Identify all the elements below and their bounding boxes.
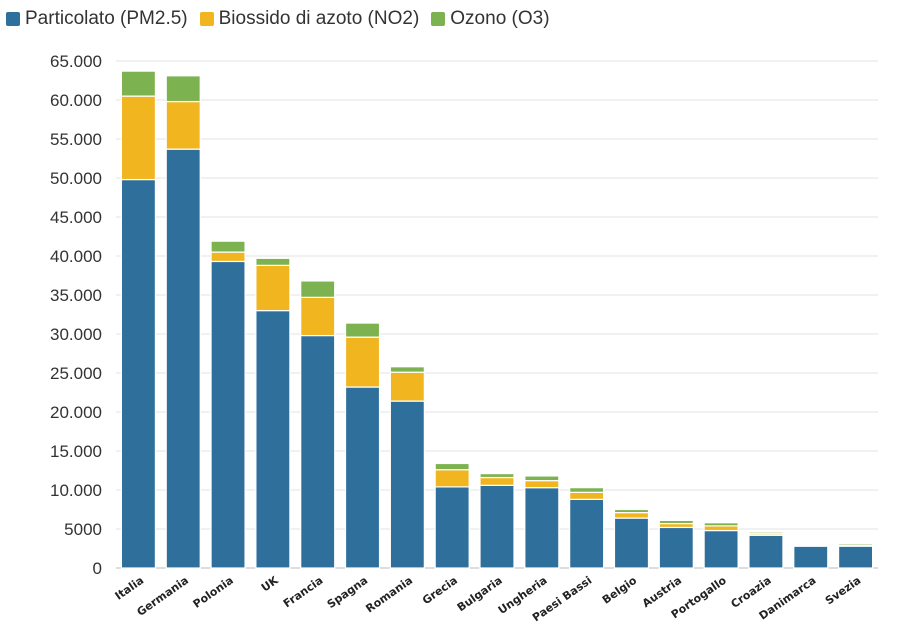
bar-segment (837, 545, 874, 569)
bar-segment (389, 366, 425, 373)
legend-swatch (199, 12, 214, 26)
bar-segment (165, 148, 201, 569)
bar-segment (524, 487, 560, 569)
bar-segment (120, 95, 157, 181)
bar-segment (434, 469, 470, 488)
bar-segment (748, 531, 784, 535)
y-tick-label: 15.000 (50, 442, 102, 461)
x-tick-label: Romania (363, 574, 415, 616)
y-tick-label: 5000 (64, 520, 102, 539)
y-tick-label: 55.000 (50, 130, 102, 149)
legend-label: Ozono (O3) (450, 8, 550, 29)
x-tick-label: Polonia (191, 574, 236, 611)
bar-segment (479, 473, 515, 479)
bar-segment (255, 310, 291, 569)
bar-segment (300, 296, 336, 337)
legend-item: Particolato (PM2.5) (6, 8, 188, 30)
bar-segment (793, 545, 829, 569)
y-tick-label: 10.000 (50, 481, 102, 500)
legend-item: Ozono (O3) (431, 8, 550, 30)
x-tick-label: Italia (113, 574, 146, 603)
x-tick-label: Belgio (600, 574, 640, 607)
x-tick-label: UK (259, 574, 281, 595)
bar-segment (569, 487, 605, 493)
bar-segment (210, 260, 246, 569)
bar-segment (120, 178, 157, 569)
x-tick-label: Grecia (420, 574, 460, 607)
y-tick-label: 20.000 (50, 403, 102, 422)
bar-segment (389, 371, 425, 402)
bar-segment (658, 526, 694, 569)
bar-segment (165, 100, 201, 150)
bar-segment (165, 75, 201, 103)
legend-label: Biossido di azoto (NO2) (218, 8, 420, 29)
bar-segment (479, 484, 515, 569)
bar-segment (344, 336, 381, 388)
bar-segment (210, 240, 246, 253)
bar-segment (703, 529, 739, 569)
legend-label: Particolato (PM2.5) (25, 8, 188, 29)
y-tick-label: 45.000 (50, 208, 102, 227)
bar-segment (524, 480, 560, 489)
bar-segment (748, 534, 784, 569)
bar-segment (479, 476, 515, 486)
bar-segment (569, 498, 605, 569)
bar-segment (837, 543, 874, 546)
bar-segment (658, 519, 694, 525)
y-tick-label: 0 (93, 559, 102, 578)
bar-segment (389, 400, 425, 569)
bar-segment (255, 257, 291, 266)
bar-segment (793, 543, 829, 546)
bar-segment (703, 522, 739, 527)
bar-segment (613, 508, 650, 514)
y-tick-label: 25.000 (50, 364, 102, 383)
x-tick-label: Francia (281, 574, 325, 611)
bar-segment (255, 264, 291, 312)
legend-item: Biossido di azoto (NO2) (199, 8, 420, 30)
x-tick-label: Svezia (823, 574, 863, 608)
y-tick-label: 50.000 (50, 169, 102, 188)
bar-segment (613, 512, 650, 519)
bar-segment (613, 517, 650, 569)
legend-swatch (431, 12, 446, 26)
bar-segment (569, 491, 605, 500)
y-tick-label: 30.000 (50, 325, 102, 344)
bar-segment (300, 280, 336, 298)
bar-segment (344, 386, 381, 569)
legend: Particolato (PM2.5) Biossido di azoto (NO… (6, 6, 550, 32)
legend-swatch (6, 12, 20, 26)
y-tick-label: 60.000 (50, 91, 102, 110)
bar-segment (434, 486, 470, 569)
bar-segment (434, 462, 470, 471)
bar-segment (344, 322, 381, 338)
y-tick-label: 40.000 (50, 247, 102, 266)
bar-segment (210, 251, 246, 263)
y-tick-label: 65.000 (50, 52, 102, 71)
bar-segment (120, 70, 157, 97)
bar-segment (524, 475, 560, 482)
y-tick-label: 35.000 (50, 286, 102, 305)
bar-segment (300, 334, 336, 569)
bar-segment (703, 525, 739, 532)
